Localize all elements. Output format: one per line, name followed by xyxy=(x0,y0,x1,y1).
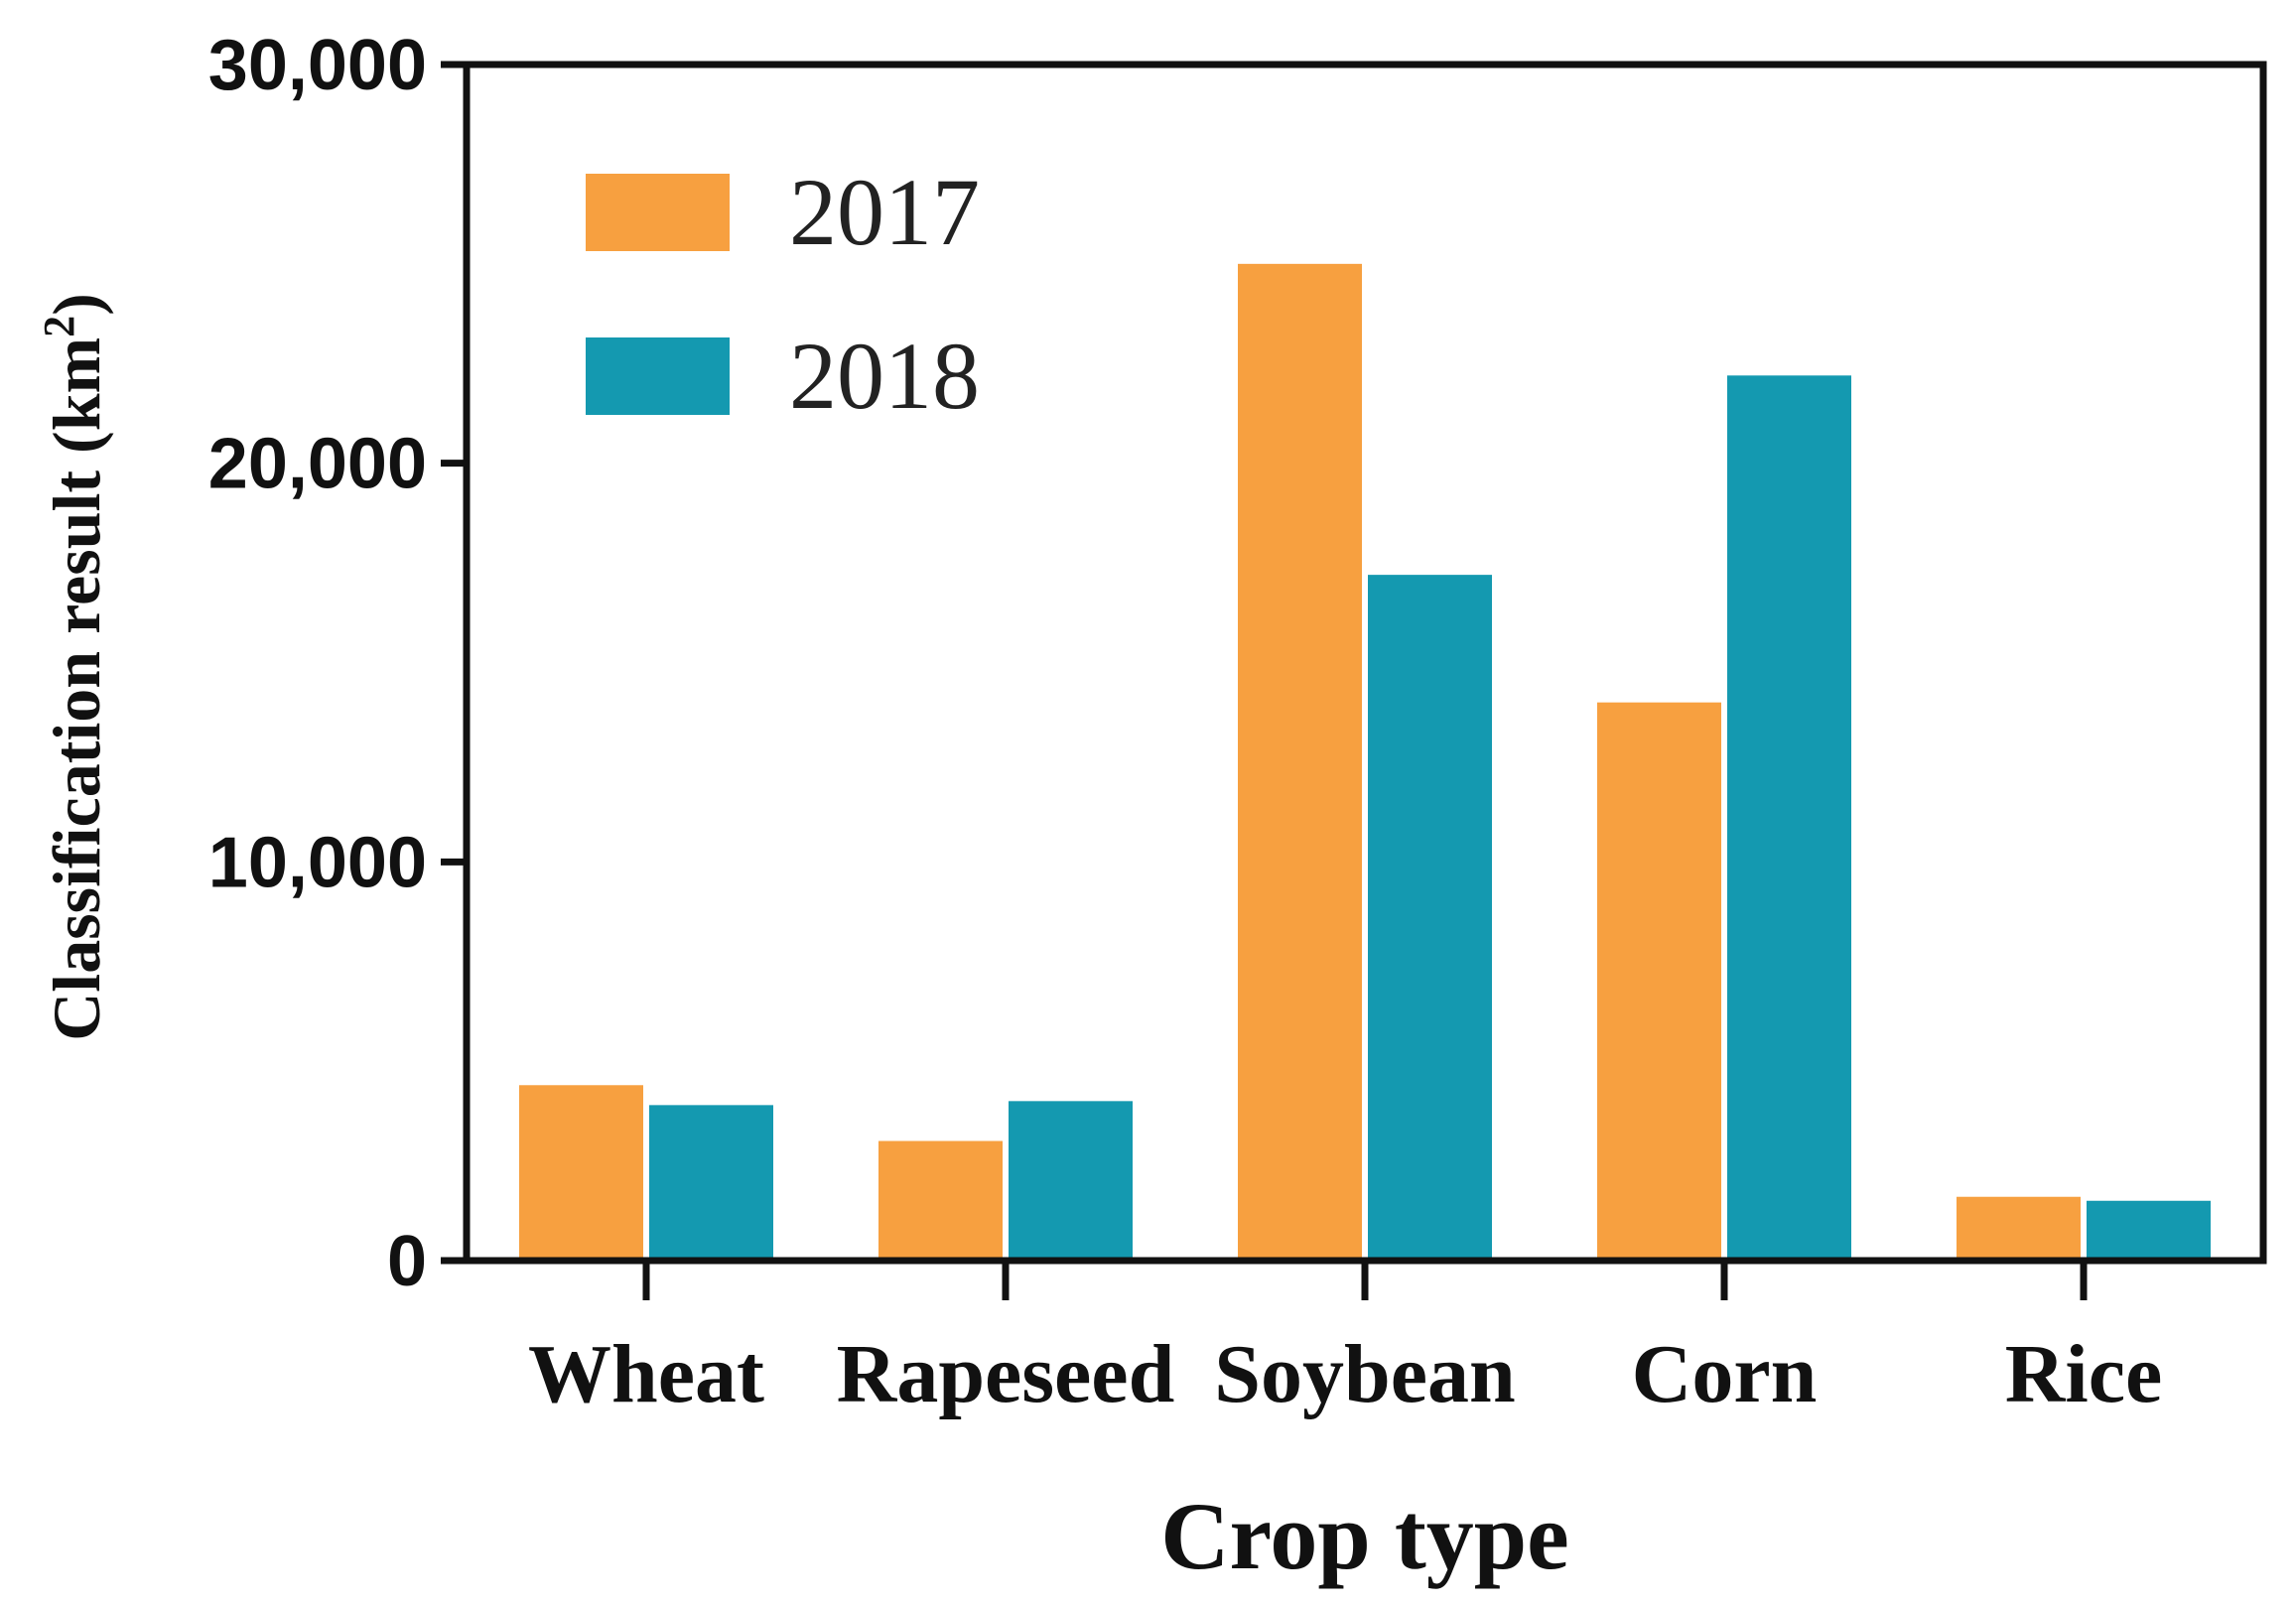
bar-2018-rapeseed xyxy=(1009,1101,1133,1261)
bar-2018-soybean xyxy=(1368,575,1492,1261)
legend: 2017 2018 xyxy=(586,159,980,429)
bars-group xyxy=(519,263,2211,1261)
legend-label-2017: 2017 xyxy=(789,159,980,265)
bar-2018-rice xyxy=(2087,1200,2211,1261)
plot-frame xyxy=(463,61,2267,1265)
y-axis-title-suffix: ) xyxy=(39,293,114,316)
bar-2017-rapeseed xyxy=(878,1140,1003,1261)
bar-2018-corn xyxy=(1727,375,1851,1261)
x-tick-label: Corn xyxy=(1632,1328,1818,1420)
bar-2017-wheat xyxy=(519,1085,643,1261)
y-axis: 0 10,000 20,000 30,000 xyxy=(208,26,467,1301)
legend-swatch-2018 xyxy=(586,337,730,415)
x-axis-title: Crop type xyxy=(1160,1483,1569,1589)
x-tick-label: Soybean xyxy=(1214,1328,1515,1420)
y-axis-title: Classification result (km2) xyxy=(35,293,114,1041)
x-axis: Wheat Rapeseed Soybean Corn Rice xyxy=(528,1261,2162,1420)
x-tick-label: Wheat xyxy=(528,1328,764,1420)
bar-2018-wheat xyxy=(649,1105,773,1261)
y-tick-label: 0 xyxy=(387,1222,427,1301)
y-axis-title-superscript: 2 xyxy=(35,316,83,337)
legend-swatch-2017 xyxy=(586,174,730,251)
x-tick-label: Rice xyxy=(2005,1328,2163,1420)
y-axis-title-main: Classification result (km xyxy=(39,337,114,1041)
bar-2017-corn xyxy=(1597,702,1721,1261)
x-tick-label: Rapeseed xyxy=(837,1328,1175,1420)
bar-2017-soybean xyxy=(1238,263,1362,1261)
legend-label-2018: 2018 xyxy=(789,323,980,429)
y-tick-label: 20,000 xyxy=(208,425,427,504)
y-tick-label: 30,000 xyxy=(208,26,427,105)
bar-2017-rice xyxy=(1957,1196,2081,1261)
y-tick-label: 10,000 xyxy=(208,823,427,902)
